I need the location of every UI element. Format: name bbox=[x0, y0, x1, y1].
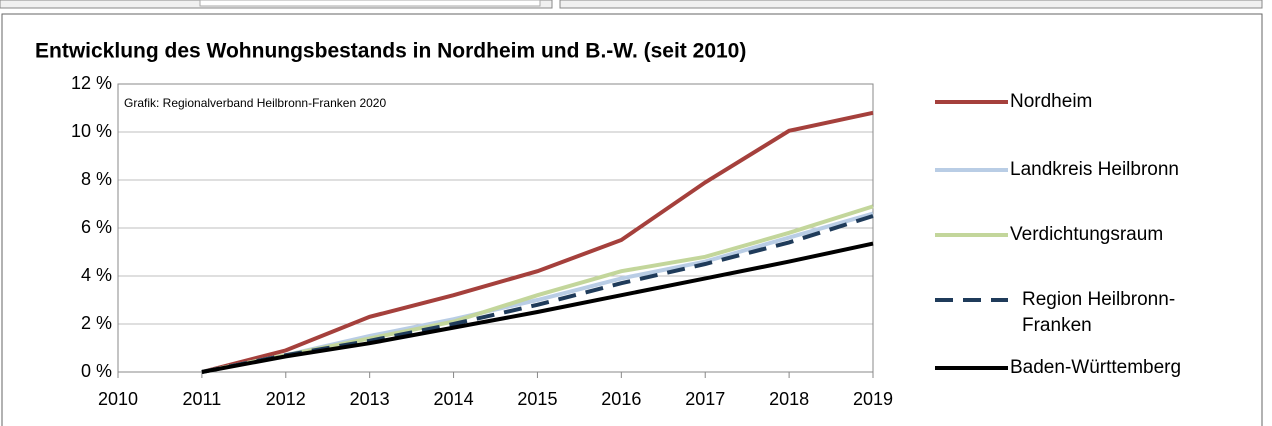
y-tick-label: 6 % bbox=[81, 217, 112, 237]
annotation: Grafik: Regionalverband Heilbronn-Franke… bbox=[124, 96, 386, 110]
x-tick-label: 2015 bbox=[517, 389, 557, 409]
y-tick-label: 0 % bbox=[81, 361, 112, 381]
x-tick-label: 2010 bbox=[98, 389, 138, 409]
y-tick-label: 12 % bbox=[71, 73, 112, 93]
y-tick-label: 8 % bbox=[81, 169, 112, 189]
top-field bbox=[199, 0, 541, 7]
x-tick-label: 2011 bbox=[183, 389, 222, 409]
legend-label: Baden-Württemberg bbox=[1010, 357, 1182, 378]
x-tick-label: 2013 bbox=[350, 389, 390, 409]
plot-border bbox=[117, 83, 874, 373]
legend-label: Verdichtungsraum bbox=[1010, 224, 1164, 245]
series-line bbox=[201, 241, 874, 374]
chart-title: Entwicklung des Wohnungsbestands in Nord… bbox=[35, 40, 746, 63]
legend-label: Landkreis Heilbronn bbox=[1010, 159, 1179, 180]
legend-label: Nordheim bbox=[1010, 91, 1093, 112]
x-tick-label: 2012 bbox=[266, 389, 306, 409]
y-tick-label: 2 % bbox=[81, 313, 112, 333]
top-panel bbox=[559, 0, 1263, 9]
x-tick-label: 2018 bbox=[769, 389, 809, 409]
x-tick-label: 2019 bbox=[853, 389, 893, 409]
x-tick-label: 2014 bbox=[434, 389, 474, 409]
legend-label: Region Heilbronn-Franken bbox=[1022, 289, 1176, 336]
x-tick-label: 2016 bbox=[601, 389, 641, 409]
chart-frame bbox=[1, 13, 1263, 426]
x-tick-label: 2017 bbox=[685, 389, 725, 409]
y-tick-label: 10 % bbox=[71, 121, 112, 141]
y-tick-label: 4 % bbox=[81, 265, 112, 285]
series-line bbox=[201, 110, 874, 374]
